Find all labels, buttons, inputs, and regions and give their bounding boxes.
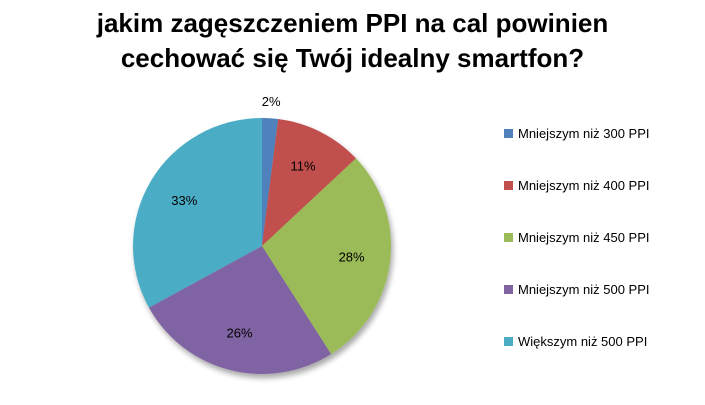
pie-slices (133, 118, 391, 374)
legend-label-2: Mniejszym niż 400 PPI (518, 177, 650, 193)
chart-title-line-1: jakim zagęszczeniem PPI na cal powinien (96, 8, 609, 38)
legend-swatch-5 (504, 336, 513, 346)
pie-slice-2 (262, 119, 357, 246)
legend-swatch-4 (504, 284, 513, 294)
legend-item-2: Mniejszym niż 400 PPI (504, 177, 650, 193)
legend-swatch-3 (504, 232, 513, 242)
pie-data-label-4: 26% (227, 325, 253, 340)
legend-label-1: Mniejszym niż 300 PPI (518, 125, 650, 141)
legend-swatch-1 (504, 128, 513, 138)
pie-slice-1 (262, 118, 279, 246)
chart-title: jakim zagęszczeniem PPI na cal powinien … (0, 6, 705, 76)
pie-data-label-5: 33% (171, 193, 197, 208)
chart-title-line-2: cechować się Twój idealny smartfon? (120, 43, 585, 73)
legend-label-4: Mniejszym niż 500 PPI (518, 281, 650, 297)
legend-item-1: Mniejszym niż 300 PPI (504, 125, 650, 141)
pie-data-label-2: 11% (290, 159, 315, 174)
legend-swatch-2 (504, 180, 513, 190)
pie-data-label-3: 28% (339, 250, 365, 265)
legend-label-3: Mniejszym niż 450 PPI (518, 229, 650, 245)
legend-item-4: Mniejszym niż 500 PPI (504, 281, 650, 297)
pie-data-label-1: 2% (262, 94, 281, 109)
legend-item-5: Większym niż 500 PPI (504, 333, 647, 349)
pie-slice-4 (148, 246, 332, 374)
pie-slice-5 (133, 118, 262, 308)
legend-item-3: Mniejszym niż 450 PPI (504, 229, 650, 245)
legend-label-5: Większym niż 500 PPI (518, 333, 648, 349)
pie-slice-3 (262, 158, 391, 355)
pie-labels: 2% 11% 28% 26% 33% (171, 94, 365, 340)
